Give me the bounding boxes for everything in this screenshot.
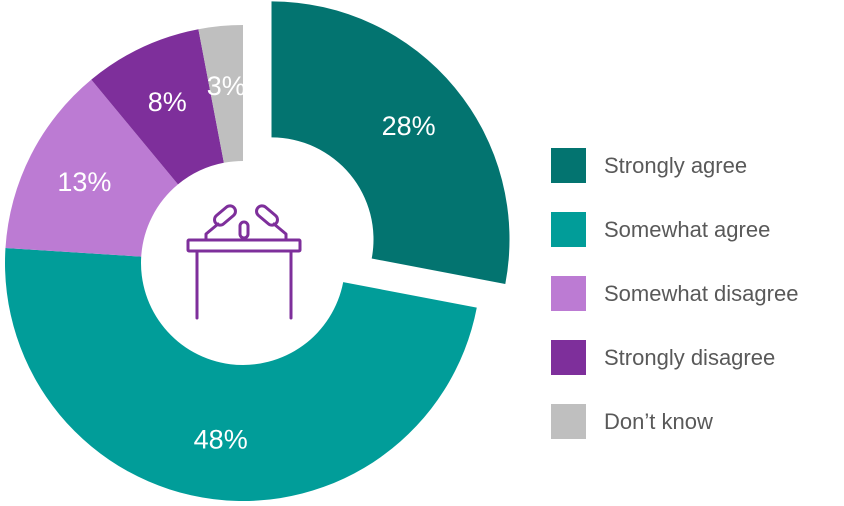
- slice-strongly-agree: [271, 1, 510, 285]
- legend-label-strongly-agree: Strongly agree: [604, 153, 747, 178]
- slice-label-don-t-know: 3%: [207, 71, 246, 101]
- podium-microphones-icon: [186, 204, 302, 320]
- slice-somewhat-disagree: [5, 79, 178, 257]
- slice-label-somewhat-agree: 48%: [194, 425, 248, 455]
- slice-label-strongly-agree: 28%: [382, 111, 436, 141]
- slice-label-somewhat-disagree: 13%: [57, 167, 111, 197]
- slice-label-strongly-disagree: 8%: [148, 87, 187, 117]
- slice-labels-group: 28% 48% 13% 8% 3%: [57, 71, 435, 455]
- slices-group: [4, 1, 510, 502]
- slice-strongly-disagree: [91, 29, 224, 185]
- legend-swatch-strongly-disagree: [551, 340, 586, 375]
- legend-swatch-somewhat-agree: [551, 212, 586, 247]
- legend-swatch-don-t-know: [551, 404, 586, 439]
- legend-swatch-strongly-agree: [551, 148, 586, 183]
- slice-somewhat-agree: [4, 248, 477, 502]
- legend: Strongly agree Somewhat agree Somewhat dis…: [551, 148, 798, 439]
- legend-label-don-t-know: Don’t know: [604, 409, 713, 434]
- legend-swatch-somewhat-disagree: [551, 276, 586, 311]
- slice-don-t-know: [198, 25, 243, 163]
- legend-label-somewhat-disagree: Somewhat disagree: [604, 281, 798, 306]
- legend-label-somewhat-agree: Somewhat agree: [604, 217, 770, 242]
- legend-label-strongly-disagree: Strongly disagree: [604, 345, 775, 370]
